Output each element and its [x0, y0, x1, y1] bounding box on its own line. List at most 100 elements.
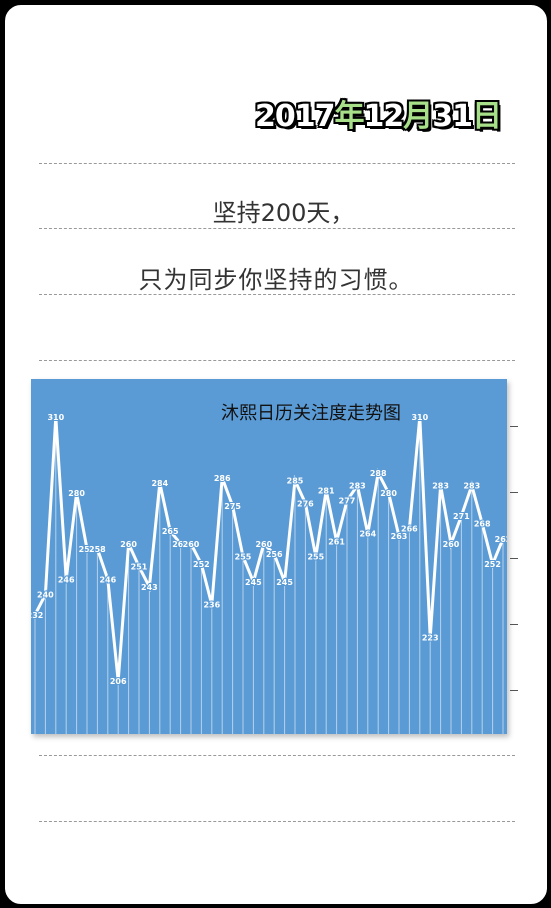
data-label: 286 [214, 474, 231, 483]
data-point [324, 489, 328, 493]
data-label: 283 [349, 482, 366, 491]
data-label: 310 [47, 413, 64, 422]
card: 2017年12月31日 坚持200天， 只为同步你坚持的习惯。 沐熙日历关注度走… [3, 3, 549, 906]
data-point [231, 504, 235, 508]
data-label: 288 [370, 469, 387, 478]
data-point [480, 522, 484, 526]
data-point [251, 580, 255, 584]
data-point [241, 555, 245, 558]
axis-tick [510, 624, 518, 625]
data-label: 280 [380, 489, 397, 498]
data-label: 260 [183, 540, 200, 549]
data-point [116, 679, 120, 683]
data-label: 260 [443, 540, 460, 549]
data-point [75, 491, 79, 495]
message-line-1: 坚持200天， [212, 199, 355, 227]
axis-tick [510, 426, 518, 427]
data-label: 263 [391, 532, 408, 541]
data-label: 265 [162, 527, 179, 536]
data-label: 232 [31, 611, 43, 620]
data-label: 262 [495, 535, 507, 544]
message-line-2: 只为同步你坚持的习惯。 [138, 266, 414, 294]
data-label: 245 [276, 578, 293, 587]
data-label: 277 [339, 497, 356, 506]
date-day: 31 [432, 99, 473, 134]
data-point [43, 593, 47, 597]
axis-tick [510, 690, 518, 691]
data-label: 251 [131, 563, 148, 572]
data-label: 246 [58, 575, 75, 584]
data-point [376, 471, 380, 475]
data-label: 266 [401, 525, 418, 534]
series-line [33, 416, 505, 681]
data-label: 258 [89, 545, 106, 554]
data-point [407, 527, 411, 531]
data-label: 236 [203, 601, 220, 610]
divider [39, 821, 515, 822]
data-point [199, 562, 203, 566]
data-point [64, 577, 68, 581]
data-point [189, 542, 193, 546]
data-point [335, 539, 339, 543]
data-point [262, 542, 266, 546]
data-point [428, 636, 432, 640]
data-point [355, 484, 359, 487]
data-point [470, 484, 474, 487]
data-point [158, 481, 162, 485]
data-point [137, 565, 141, 569]
data-label: 240 [37, 591, 54, 600]
divider [39, 228, 515, 229]
data-label: 256 [266, 550, 283, 559]
data-label: 245 [245, 578, 262, 587]
data-point [54, 415, 58, 419]
data-label: 281 [318, 487, 335, 496]
data-point [366, 532, 370, 536]
date-month: 12 [363, 99, 405, 134]
data-label: 206 [110, 677, 127, 686]
data-point [397, 534, 401, 538]
data-point [179, 542, 183, 546]
data-label: 252 [193, 560, 210, 569]
data-point [147, 585, 151, 589]
data-label: 261 [328, 537, 345, 546]
divider [39, 755, 515, 756]
data-label: 258 [79, 545, 96, 554]
data-label: 283 [432, 482, 449, 491]
axis-tick [510, 492, 518, 493]
data-point [85, 547, 89, 551]
data-label: 255 [235, 553, 252, 562]
divider [39, 163, 515, 164]
data-label: 264 [359, 530, 376, 539]
data-point [106, 577, 110, 581]
data-label: 260 [255, 540, 272, 549]
data-label: 283 [463, 482, 480, 491]
data-point [439, 484, 443, 487]
data-point [418, 415, 422, 419]
data-label: 276 [297, 499, 314, 508]
date-month-char: 月 [403, 99, 433, 134]
data-point [501, 537, 505, 541]
data-point [491, 562, 495, 566]
data-point [283, 580, 287, 584]
data-label: 310 [411, 413, 428, 422]
date-day-char: 日 [472, 99, 502, 134]
data-label: 268 [474, 520, 491, 529]
data-label: 255 [307, 553, 324, 562]
data-point [33, 613, 37, 617]
data-label: 284 [151, 479, 168, 488]
data-point [387, 491, 391, 495]
date-year: 2017 [255, 99, 335, 134]
data-point [293, 478, 297, 482]
data-point [314, 555, 318, 558]
data-label: 271 [453, 512, 470, 521]
data-label: 285 [287, 476, 304, 485]
data-point [303, 501, 307, 505]
divider [39, 360, 515, 361]
data-label: 260 [172, 540, 189, 549]
data-point [345, 499, 349, 503]
data-label: 280 [68, 489, 85, 498]
data-point [220, 476, 224, 480]
data-point [210, 603, 214, 607]
date-heading: 2017年12月31日 [255, 91, 502, 135]
